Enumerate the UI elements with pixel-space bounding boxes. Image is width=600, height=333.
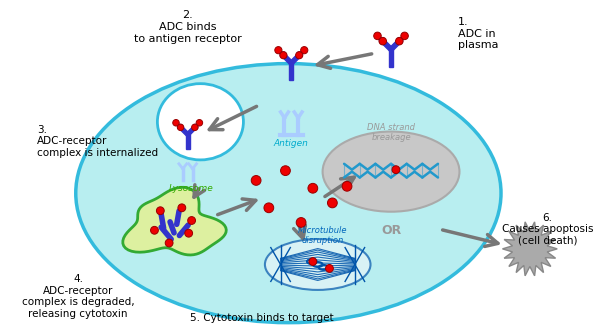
- Polygon shape: [502, 222, 557, 276]
- Ellipse shape: [157, 84, 244, 160]
- Circle shape: [395, 37, 403, 45]
- Text: 6.
Causes apoptosis
(cell death): 6. Causes apoptosis (cell death): [502, 213, 593, 246]
- Circle shape: [392, 166, 400, 173]
- Circle shape: [296, 52, 303, 59]
- Circle shape: [326, 264, 334, 272]
- Text: 1.
ADC in
plasma: 1. ADC in plasma: [458, 17, 498, 50]
- Circle shape: [301, 47, 308, 54]
- Polygon shape: [123, 187, 226, 255]
- FancyArrow shape: [186, 135, 190, 149]
- FancyArrow shape: [187, 124, 198, 136]
- FancyArrow shape: [389, 37, 403, 51]
- Circle shape: [296, 217, 306, 227]
- FancyArrow shape: [280, 52, 293, 65]
- Text: DNA strand
breakage: DNA strand breakage: [367, 123, 415, 142]
- Circle shape: [401, 32, 409, 40]
- Circle shape: [309, 258, 317, 265]
- Circle shape: [342, 181, 352, 191]
- Circle shape: [280, 52, 287, 59]
- Text: OR: OR: [381, 224, 401, 237]
- Circle shape: [165, 239, 173, 247]
- FancyArrow shape: [290, 52, 303, 65]
- Circle shape: [177, 124, 184, 131]
- Circle shape: [308, 183, 318, 193]
- Circle shape: [188, 216, 196, 224]
- FancyArrow shape: [389, 49, 393, 67]
- Circle shape: [275, 47, 282, 54]
- Circle shape: [185, 229, 193, 237]
- Circle shape: [264, 203, 274, 213]
- Text: 2.
ADC binds
to antigen receptor: 2. ADC binds to antigen receptor: [134, 10, 242, 44]
- Circle shape: [379, 37, 386, 45]
- Text: Antigen: Antigen: [274, 140, 309, 149]
- Circle shape: [178, 204, 186, 212]
- Text: 3.
ADC-receptor
complex is internalized: 3. ADC-receptor complex is internalized: [37, 125, 158, 158]
- Circle shape: [328, 198, 337, 208]
- FancyArrow shape: [289, 63, 293, 80]
- FancyArrow shape: [177, 124, 189, 136]
- Circle shape: [173, 120, 179, 126]
- Circle shape: [374, 32, 381, 40]
- Text: 4.
ADC-receptor
complex is degraded,
releasing cytotoxin: 4. ADC-receptor complex is degraded, rel…: [22, 274, 134, 319]
- Circle shape: [151, 226, 158, 234]
- FancyArrow shape: [379, 37, 392, 51]
- Ellipse shape: [76, 64, 501, 323]
- Text: 5. Cytotoxin binds to target: 5. Cytotoxin binds to target: [190, 313, 334, 323]
- Text: Microtubule
disruption: Microtubule disruption: [298, 225, 347, 245]
- Circle shape: [251, 175, 261, 185]
- Circle shape: [281, 166, 290, 175]
- Ellipse shape: [323, 132, 460, 212]
- Circle shape: [157, 207, 164, 215]
- Circle shape: [196, 120, 203, 126]
- Circle shape: [191, 124, 198, 131]
- Ellipse shape: [265, 239, 371, 290]
- Text: Lysosome: Lysosome: [168, 184, 213, 193]
